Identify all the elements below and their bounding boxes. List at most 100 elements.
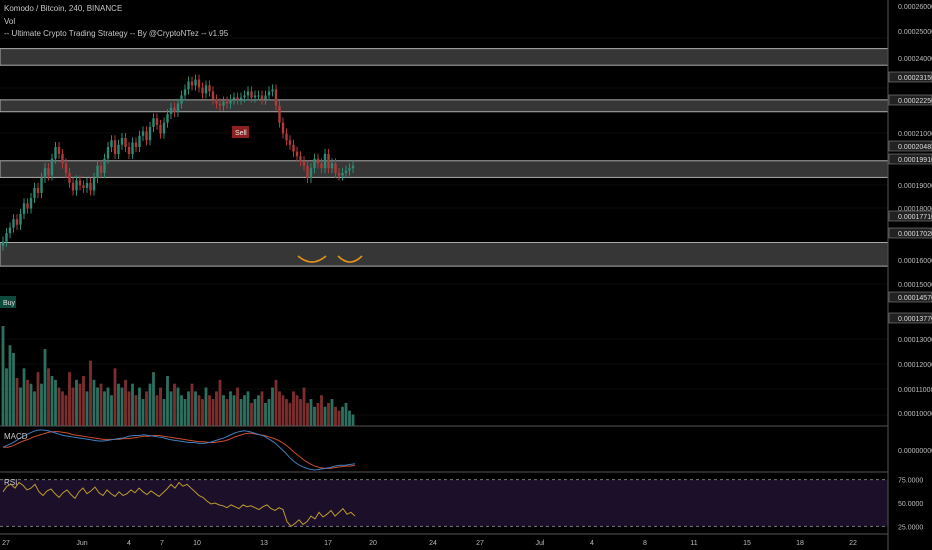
time-tick-label: 7 [160,540,164,547]
candle [99,165,103,174]
candle [12,219,15,228]
time-tick-label: Jul [536,540,545,547]
candle [285,133,288,141]
time-tick-label: Jun [76,540,87,547]
time-tick-label: 18 [796,540,804,547]
volume-bar [85,391,89,426]
volume-bar [33,391,36,426]
volume-bar [19,387,22,426]
candle [197,79,201,88]
price-tag-label: 0.00014570 [898,295,932,302]
candle [106,147,110,159]
rsi-band [0,479,888,527]
candle [208,85,211,92]
rsi-axis-label: 50.0000 [898,501,923,508]
candle [225,101,229,104]
candle [176,103,180,112]
volume-bar [334,406,337,426]
candle [61,153,64,164]
candle [82,185,85,188]
volume-bar [169,391,173,426]
time-tick-label: 24 [429,540,437,547]
price-tag-label: 0.00017020 [898,231,932,238]
candle [187,81,190,90]
candle [292,144,295,152]
price-tick-label: 0.00010000 [898,411,932,418]
candle [323,153,327,169]
volume-bar [250,402,253,426]
price-tick-label: 0.00024000 [898,56,932,63]
volume-bar [176,387,180,426]
candle [250,91,253,98]
buy-signal-badge [0,296,16,308]
price-axis[interactable]: 0.00026000 0.00025000 0.00024000 0.00021000… [888,4,932,531]
price-tick-label: 0.00019000 [898,183,932,190]
volume-bar [316,402,320,426]
time-tick-label: 27 [2,540,10,547]
candle [138,135,141,148]
candle [260,95,264,100]
volume-bar [138,387,141,426]
rsi-axis-label: 25.0000 [898,524,923,531]
volume-bar [204,387,208,426]
volume-bar [12,352,15,426]
candle [288,140,292,145]
candle [201,87,204,94]
volume-bar [274,379,278,426]
time-tick-label: 11 [690,540,697,547]
candle [36,187,40,193]
candle [96,165,99,178]
price-tag-box [888,140,932,152]
candle [57,147,61,154]
macd-line [2,429,356,471]
candle [148,126,152,141]
volume-bar [264,402,267,426]
candle [166,114,169,123]
candle [68,173,71,183]
candle [271,89,274,92]
time-axis[interactable]: 27 Jun 4 7 10 13 17 20 24 27 Jul 4 8 11 15 18 22 [2,540,857,547]
candle [26,203,29,209]
candlestick-series[interactable] [1,74,355,251]
volume-bar [260,391,264,426]
volume-bar [194,391,197,426]
time-tick-label: 8 [643,540,647,547]
candle [215,99,218,104]
time-tick-label: 17 [324,540,332,547]
time-tick-label: 27 [476,540,484,547]
volume-bar [5,368,8,426]
volume-bar [124,379,127,426]
time-tick-label: 4 [127,540,131,547]
volume-bar [96,387,99,426]
volume-bar [1,326,5,426]
candle [194,79,197,86]
macd-label: MACD [4,432,28,441]
candle [222,101,225,106]
volume-bar [257,395,260,426]
volume-bar [180,395,183,426]
volume-bar [236,387,239,426]
candle [267,91,271,96]
volume-bar [327,402,330,426]
candle [40,177,43,193]
volume-bar [99,383,103,426]
volume-bar [183,399,187,426]
candle [302,161,306,166]
price-tag-box [888,94,932,106]
price-zone [0,48,889,66]
volume-bar [173,383,176,426]
volume-bar [152,372,155,426]
volume-bar [57,387,61,426]
candle [54,147,57,159]
volume-bar [323,406,327,426]
volume-bar [110,395,113,426]
candle [337,173,341,176]
candle [211,91,215,100]
rsi-pane [0,479,888,528]
candle [120,137,124,145]
volume-bar [229,391,232,426]
volume-bar [61,391,64,426]
price-zone [0,160,889,178]
volume-bar [243,395,246,426]
